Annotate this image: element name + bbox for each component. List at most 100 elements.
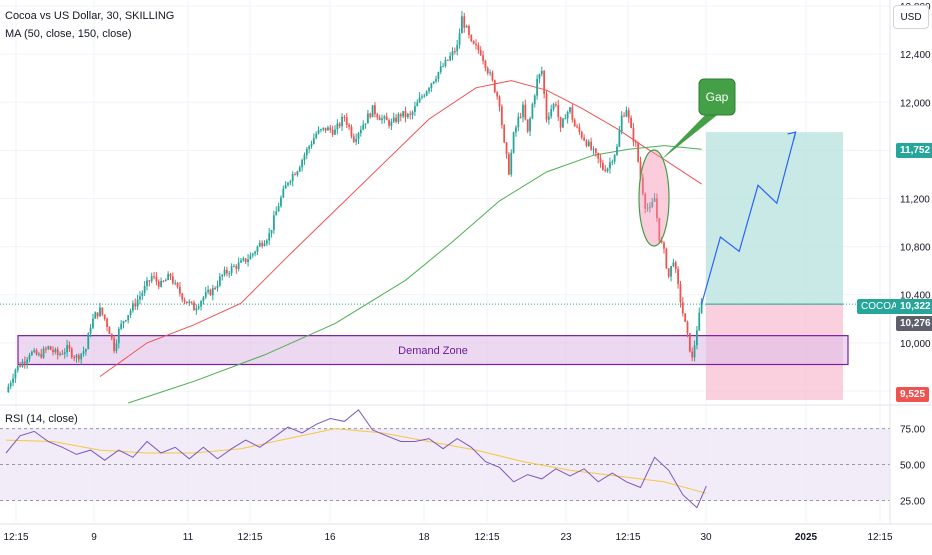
candle-up bbox=[249, 255, 252, 260]
candle-up bbox=[66, 344, 68, 353]
candle-down bbox=[656, 198, 658, 219]
candle-down bbox=[395, 117, 397, 122]
price-tick-label: 12,400 bbox=[900, 50, 931, 61]
time-tick-label: 18 bbox=[418, 532, 430, 543]
candle-up bbox=[616, 146, 618, 155]
candle-up bbox=[439, 66, 442, 73]
candle-up bbox=[94, 312, 97, 319]
candle-up bbox=[392, 117, 395, 122]
candle-down bbox=[235, 266, 238, 269]
candle-up bbox=[451, 51, 454, 56]
time-tick-label: 11 bbox=[183, 532, 194, 543]
chart-title: Cocoa vs US Dollar, 30, SKILLING bbox=[5, 10, 175, 22]
candle-down bbox=[658, 218, 661, 241]
candle-up bbox=[416, 102, 419, 107]
current-price-tag: 10,322 bbox=[896, 299, 932, 314]
candle-up bbox=[432, 81, 435, 84]
candle-up bbox=[195, 308, 198, 311]
candle-down bbox=[157, 281, 160, 287]
candle-up bbox=[211, 288, 214, 296]
profit-zone bbox=[706, 132, 843, 305]
candle-up bbox=[320, 129, 322, 131]
candle-down bbox=[667, 268, 670, 277]
candle-down bbox=[378, 117, 381, 121]
currency-button[interactable]: USD bbox=[893, 5, 929, 29]
candle-down bbox=[482, 55, 484, 61]
candle-up bbox=[141, 293, 144, 297]
candle-down bbox=[573, 119, 576, 127]
candle-up bbox=[312, 138, 315, 145]
candle-down bbox=[545, 93, 548, 120]
candle-down bbox=[153, 276, 155, 278]
candle-down bbox=[503, 125, 506, 143]
candle-down bbox=[331, 129, 334, 135]
candle-down bbox=[376, 114, 379, 118]
candle-up bbox=[531, 104, 534, 119]
candle-up bbox=[562, 118, 564, 128]
candle-up bbox=[89, 327, 92, 334]
time-tick-label: 16 bbox=[324, 532, 336, 543]
candle-up bbox=[397, 114, 400, 122]
candle-up bbox=[16, 365, 19, 371]
candle-up bbox=[230, 266, 233, 274]
candle-up bbox=[618, 131, 621, 147]
candle-up bbox=[21, 361, 24, 367]
candle-down bbox=[468, 26, 470, 35]
candle-down bbox=[70, 348, 73, 358]
candle-down bbox=[500, 106, 503, 126]
candle-down bbox=[594, 148, 597, 153]
candle-up bbox=[120, 323, 123, 329]
candle-up bbox=[99, 307, 101, 317]
candle-up bbox=[289, 181, 292, 183]
candle-up bbox=[512, 132, 515, 153]
candle-up bbox=[268, 233, 271, 241]
candle-up bbox=[540, 70, 543, 75]
rsi-line bbox=[5, 409, 707, 509]
candle-up bbox=[322, 127, 325, 130]
candle-up bbox=[202, 297, 205, 302]
candle-up bbox=[327, 127, 329, 131]
candle-down bbox=[632, 127, 635, 142]
candle-down bbox=[580, 131, 583, 138]
candle-down bbox=[590, 141, 593, 150]
candle-down bbox=[162, 280, 165, 282]
demand-zone-label: Demand Zone bbox=[398, 345, 468, 357]
candle-down bbox=[599, 158, 602, 163]
candle-up bbox=[197, 306, 200, 309]
candle-up bbox=[536, 78, 538, 96]
rsi-indicator-label[interactable]: RSI (14, close) bbox=[5, 413, 78, 425]
candle-up bbox=[646, 207, 649, 209]
candle-down bbox=[576, 126, 578, 128]
candle-up bbox=[456, 44, 459, 52]
candle-up bbox=[146, 280, 148, 286]
candle-up bbox=[115, 343, 118, 351]
candle-up bbox=[653, 198, 656, 202]
candle-up bbox=[414, 106, 416, 112]
candle-up bbox=[402, 111, 405, 117]
candle-down bbox=[630, 117, 632, 128]
candle-up bbox=[355, 138, 358, 142]
candle-down bbox=[23, 361, 26, 364]
candle-up bbox=[263, 243, 266, 247]
candle-down bbox=[261, 242, 264, 247]
candle-down bbox=[348, 124, 350, 127]
candle-down bbox=[52, 349, 54, 353]
candle-down bbox=[101, 307, 104, 315]
candle-up bbox=[465, 26, 468, 28]
gap-ellipse bbox=[638, 149, 670, 247]
candle-up bbox=[547, 116, 550, 120]
candle-down bbox=[103, 314, 106, 319]
ma-indicator-label[interactable]: MA (50, close, 150, close) bbox=[5, 28, 132, 40]
candle-up bbox=[651, 201, 654, 207]
candle-down bbox=[45, 348, 47, 350]
candle-down bbox=[176, 282, 179, 287]
candle-down bbox=[106, 318, 108, 328]
candle-down bbox=[585, 140, 588, 146]
candle-down bbox=[641, 177, 644, 194]
candle-up bbox=[132, 303, 134, 311]
candle-down bbox=[644, 193, 647, 209]
candle-down bbox=[209, 289, 212, 296]
candle-down bbox=[472, 40, 475, 44]
candle-up bbox=[284, 184, 287, 189]
